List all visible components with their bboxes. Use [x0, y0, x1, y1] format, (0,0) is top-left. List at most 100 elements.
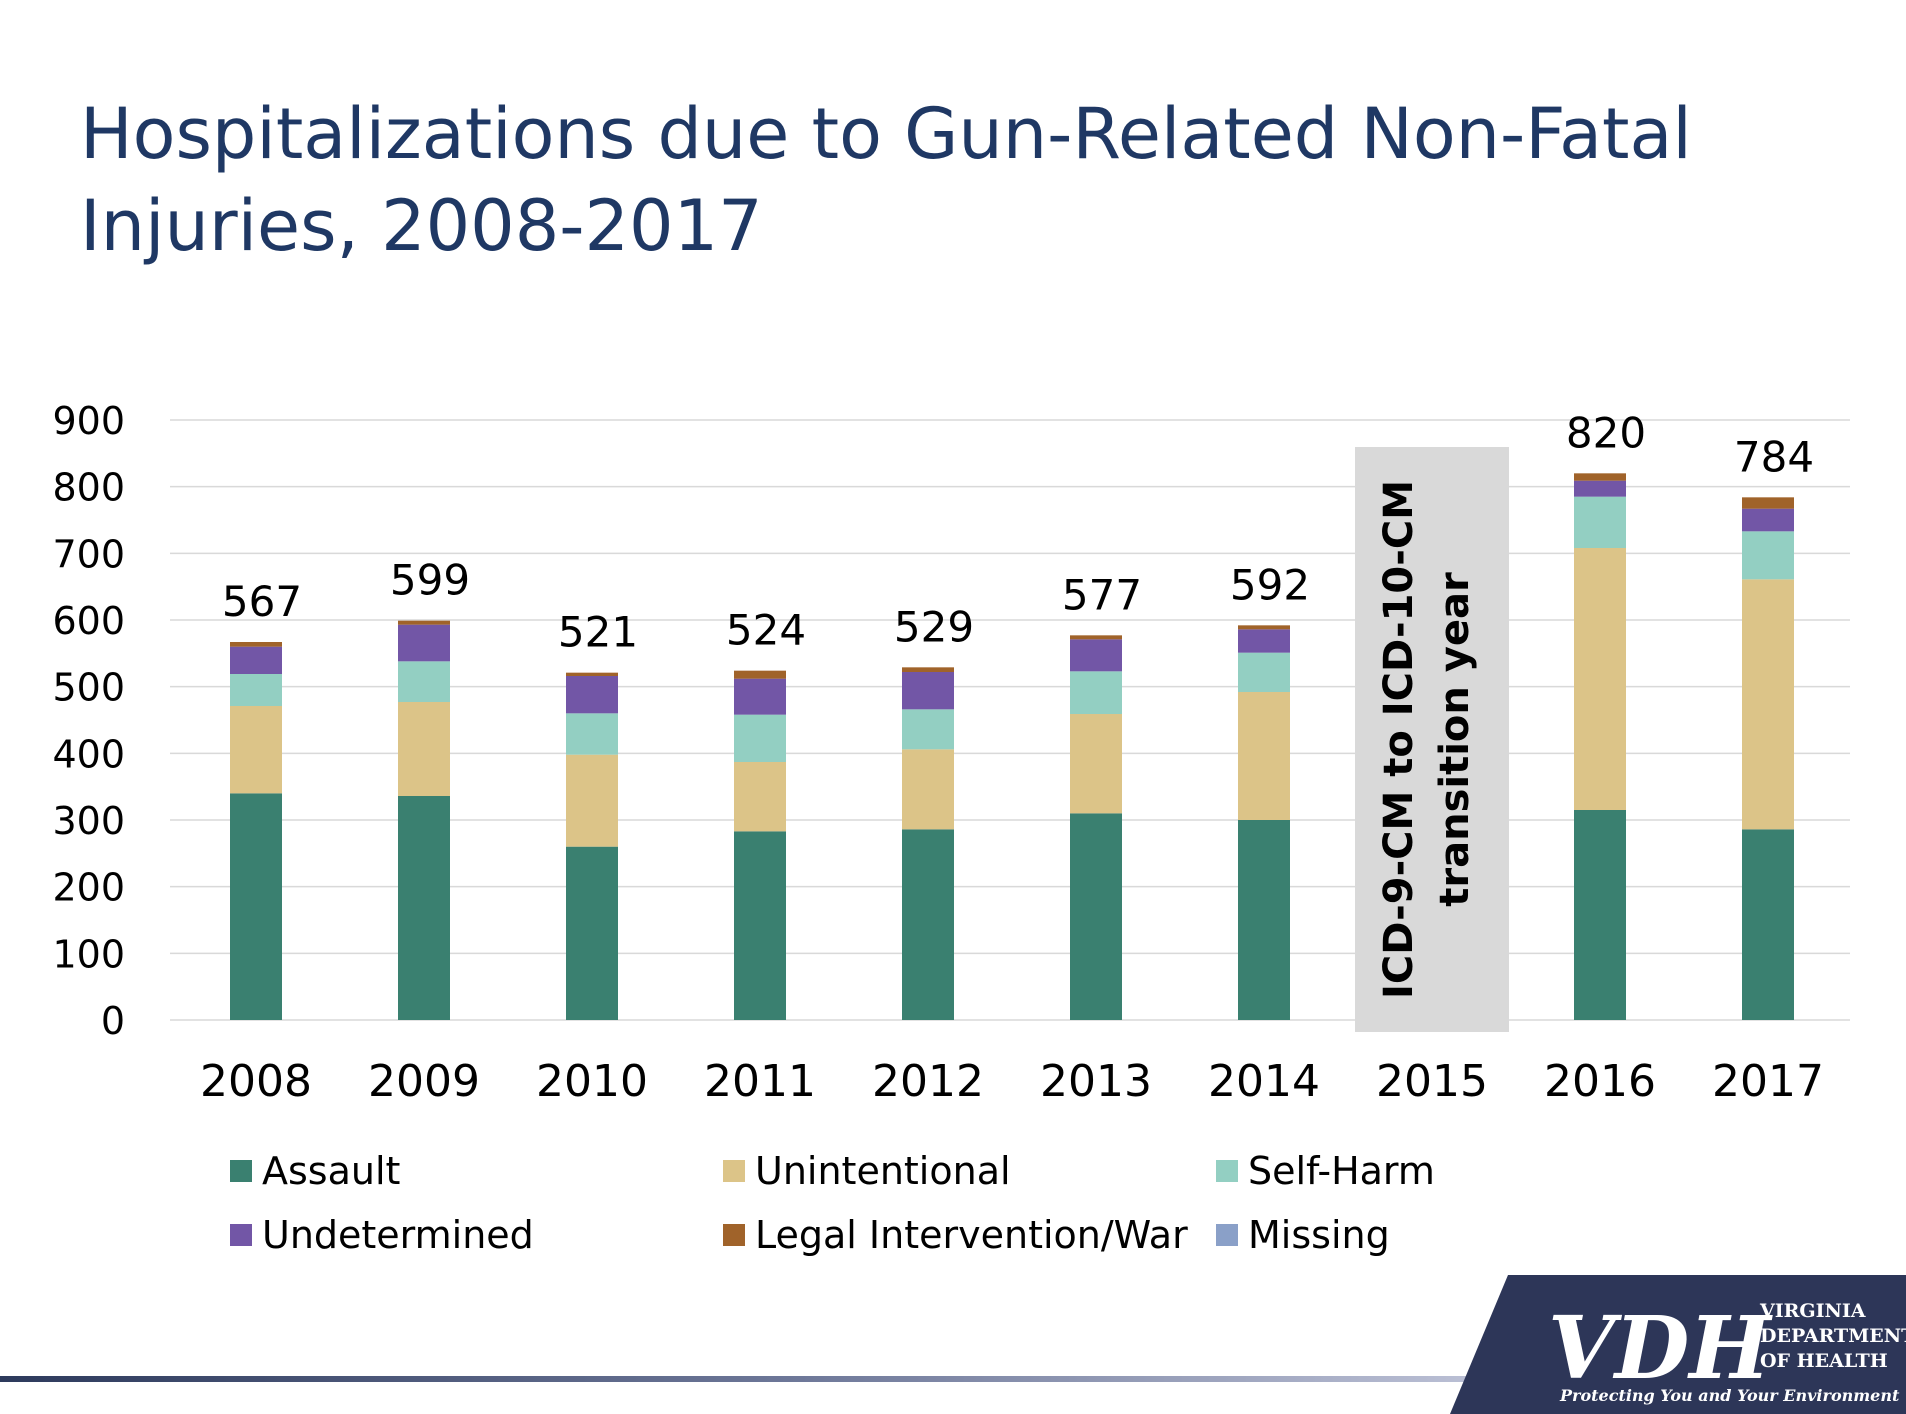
bar-segment: [902, 749, 954, 830]
legend-item: Self-Harm: [1216, 1149, 1530, 1193]
y-axis-ticks: 0 100 200 300 400 500 600 700 800 900: [52, 399, 125, 1043]
x-tick-label: 2015: [1376, 1056, 1488, 1107]
total-label: 820: [1566, 408, 1646, 457]
x-axis-ticks: 2008 2009 2010 2011 2012 2013 2014 2015 2016 2017: [200, 1056, 1824, 1107]
logo-name-line-1: VIRGINIA: [1759, 1300, 1866, 1322]
legend-item: Unintentional: [723, 1149, 1216, 1193]
bar-segment: [1238, 629, 1290, 653]
transition-note-line: ICD-9-CM to ICD-10-CM: [1376, 480, 1422, 999]
x-tick-label: 2014: [1208, 1056, 1320, 1107]
x-tick-label: 2013: [1040, 1056, 1152, 1107]
bar-segment: [230, 642, 282, 647]
legend-label: Unintentional: [755, 1149, 1011, 1193]
bar-segment: [902, 709, 954, 750]
bar-segment: [1742, 579, 1794, 830]
total-label: 521: [558, 608, 638, 657]
bar-segment: [230, 646, 282, 674]
bar-segment: [1070, 639, 1122, 672]
transition-box: [1355, 447, 1509, 1032]
total-label: 577: [1062, 570, 1142, 619]
x-tick-label: 2012: [872, 1056, 984, 1107]
legend-label: Self-Harm: [1248, 1149, 1435, 1193]
legend-swatch: [1216, 1224, 1238, 1246]
x-tick-label: 2010: [536, 1056, 648, 1107]
legend-swatch: [230, 1160, 252, 1182]
bar-segment: [566, 846, 618, 1020]
bar-segment: [734, 678, 786, 715]
bar-segment: [1742, 497, 1794, 509]
y-tick-label: 800: [52, 466, 125, 510]
bar-segment: [734, 762, 786, 832]
bar-segment: [398, 620, 450, 625]
legend-swatch: [723, 1160, 745, 1182]
total-labels: 567 599 521 524 529 577 592 820 784: [222, 408, 1814, 656]
x-tick-label: 2009: [368, 1056, 480, 1107]
legend-swatch: [723, 1224, 745, 1246]
y-tick-label: 600: [52, 599, 125, 643]
bar-segment: [902, 829, 954, 1020]
bar-segment: [1070, 813, 1122, 1020]
transition-annotation: ICD-9-CM to ICD-10-CM transition year: [1355, 447, 1509, 1032]
legend-label: Assault: [262, 1149, 401, 1193]
bar-segment: [398, 624, 450, 662]
bar-segment: [566, 713, 618, 755]
bar-segment: [1574, 473, 1626, 481]
bar-segment: [566, 754, 618, 847]
y-tick-label: 500: [52, 666, 125, 710]
bar-segment: [1574, 548, 1626, 810]
x-tick-label: 2017: [1712, 1056, 1824, 1107]
total-label: 524: [726, 606, 806, 655]
bar-segment: [734, 670, 786, 679]
total-label: 567: [222, 577, 302, 626]
bar-segment: [1070, 714, 1122, 814]
legend-swatch: [230, 1224, 252, 1246]
bar-segment: [1742, 508, 1794, 532]
bar-segment: [1742, 829, 1794, 1020]
total-label: 592: [1230, 560, 1310, 609]
total-label: 529: [894, 602, 974, 651]
legend-item: Missing: [1216, 1213, 1530, 1257]
bar-segment: [398, 702, 450, 796]
bar-segment: [1574, 480, 1626, 497]
y-tick-label: 300: [52, 799, 125, 843]
bar-segment: [1238, 820, 1290, 1020]
y-tick-label: 700: [52, 532, 125, 576]
y-tick-label: 100: [52, 932, 125, 976]
x-tick-label: 2008: [200, 1056, 312, 1107]
bar-segment: [1238, 692, 1290, 820]
stacked-bar-chart: 0 100 200 300 400 500 600 700 800 900 ICD-9-CM to…: [52, 399, 1850, 1107]
bar-segment: [1574, 496, 1626, 548]
bar-segment: [902, 672, 954, 710]
bar-segment: [1070, 671, 1122, 714]
bar-segment: [230, 793, 282, 1020]
bar-segment: [230, 706, 282, 794]
y-tick-label: 0: [101, 999, 125, 1043]
bar-segment: [566, 672, 618, 676]
logo-name-line-2: DEPARTMENT: [1760, 1325, 1906, 1347]
bar-segment: [1238, 652, 1290, 692]
logo-mark: VDH: [1548, 1298, 1773, 1399]
bar-segment: [734, 714, 786, 762]
bar-segment: [398, 661, 450, 702]
y-tick-label: 400: [52, 732, 125, 776]
bar-segment: [1070, 635, 1122, 640]
legend: Assault Unintentional Self-Harm Undetermine…: [230, 1149, 1530, 1257]
bar-segment: [902, 667, 954, 672]
bar-segment: [1238, 625, 1290, 630]
chart-title: Hospitalizations due to Gun-Related Non-…: [80, 93, 1692, 267]
logo-background: [1450, 1275, 1906, 1414]
legend-label: Undetermined: [262, 1213, 534, 1257]
legend-label: Legal Intervention/War: [755, 1213, 1188, 1257]
bars: [230, 473, 1794, 1020]
bar-segment: [566, 676, 618, 714]
legend-item: Undetermined: [230, 1213, 723, 1257]
total-label: 599: [390, 556, 470, 605]
legend-item: Legal Intervention/War: [723, 1213, 1216, 1257]
logo-tagline: Protecting You and Your Environment: [1559, 1386, 1900, 1405]
bar-segment: [398, 796, 450, 1020]
x-tick-label: 2011: [704, 1056, 816, 1107]
bar-segment: [734, 831, 786, 1020]
x-tick-label: 2016: [1544, 1056, 1656, 1107]
legend-swatch: [1216, 1160, 1238, 1182]
total-label: 784: [1734, 432, 1814, 481]
